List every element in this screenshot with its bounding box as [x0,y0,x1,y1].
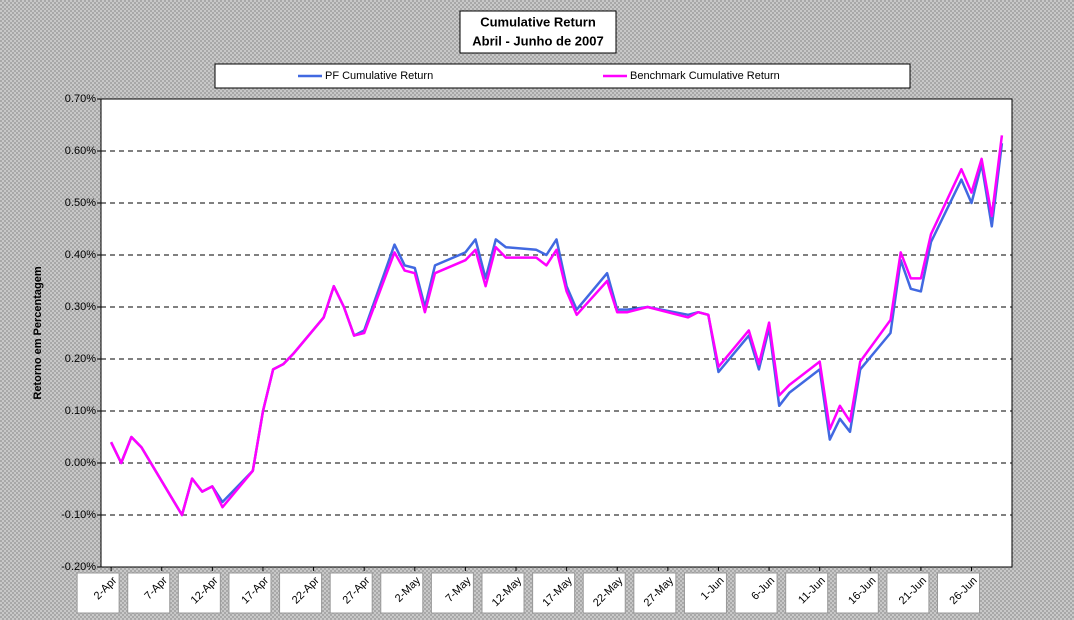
y-tick-label: 0.00% [65,457,96,469]
y-tick-label: 0.40% [65,249,96,261]
y-tick-label: 0.10% [65,405,96,417]
x-tick-box [430,572,474,614]
y-tick-label: 0.70% [65,93,96,105]
x-tick-box [380,572,424,614]
y-tick-label: 0.20% [65,353,96,365]
x-tick-box [734,572,778,614]
legend-label: PF Cumulative Return [325,70,433,82]
legend-box [214,63,911,89]
x-tick-box [228,572,272,614]
y-tick-label: 0.50% [65,197,96,209]
x-tick-box [532,572,576,614]
plot-area [101,99,1012,567]
title-box [459,10,617,54]
y-tick-label: 0.30% [65,301,96,313]
legend-label: Benchmark Cumulative Return [630,70,780,82]
y-tick-label: 0.60% [65,145,96,157]
series-line [109,135,1004,517]
chart-subtitle: Abril - Junho de 2007 [472,33,603,48]
x-tick-box [582,572,626,614]
x-tick-box [329,572,373,614]
y-tick-label: -0.20% [61,561,96,573]
x-tick-box [886,572,930,614]
x-tick-box [279,572,323,614]
chart-title: Cumulative Return [480,14,596,29]
x-tick-box [633,572,677,614]
x-tick-box [127,572,171,614]
y-axis-label: Retorno em Percentagem [32,266,44,399]
y-tick-label: -0.10% [61,509,96,521]
x-tick-box [177,572,221,614]
x-tick-box [785,572,829,614]
x-tick-box [76,572,120,614]
x-tick-box [937,572,981,614]
plot-border [100,98,1013,568]
x-tick-box [481,572,525,614]
x-tick-box [835,572,879,614]
x-tick-box [683,572,727,614]
